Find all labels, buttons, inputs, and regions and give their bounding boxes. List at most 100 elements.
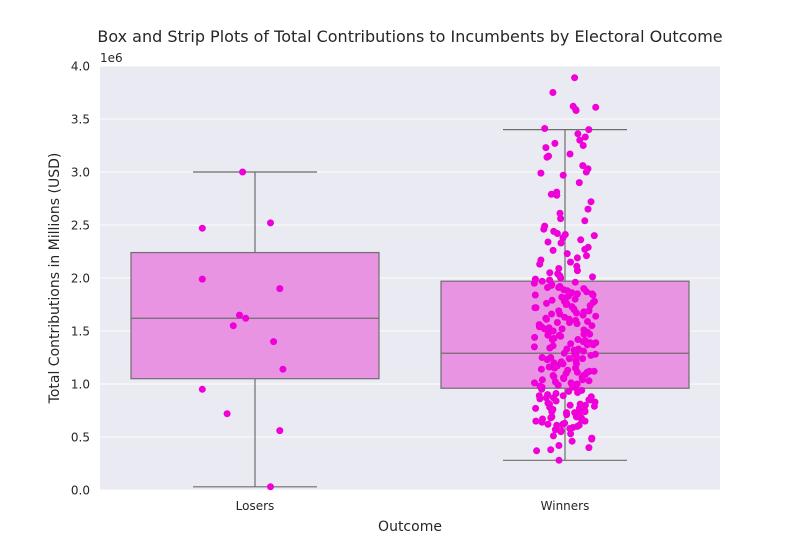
data-point (556, 209, 564, 217)
data-point (198, 275, 206, 283)
data-point (590, 232, 598, 240)
data-point (591, 350, 599, 358)
data-point (546, 344, 554, 352)
strip-points (198, 74, 600, 491)
data-point (571, 295, 579, 303)
data-point (563, 299, 571, 307)
data-point (532, 404, 540, 412)
data-point (544, 420, 552, 428)
data-point (568, 437, 576, 445)
data-point (242, 314, 250, 322)
data-point (592, 103, 600, 111)
data-point (580, 347, 587, 355)
data-point (581, 217, 589, 225)
data-point (236, 311, 243, 319)
data-point (548, 408, 556, 416)
data-point (566, 150, 574, 158)
data-point (565, 387, 573, 395)
data-point (543, 315, 550, 323)
data-point (573, 290, 581, 298)
data-point (581, 133, 589, 141)
data-point (559, 360, 567, 368)
data-point (571, 74, 579, 82)
data-point (576, 400, 584, 408)
data-point (566, 425, 574, 432)
data-point (551, 139, 559, 147)
data-point (581, 408, 589, 416)
data-point (536, 260, 544, 268)
data-point (542, 144, 550, 152)
data-point (239, 168, 247, 176)
data-point (585, 307, 593, 315)
data-point (533, 447, 541, 455)
data-point (557, 274, 565, 282)
data-point (198, 385, 206, 393)
data-point (546, 269, 554, 277)
data-point (549, 246, 557, 254)
data-point (548, 336, 556, 343)
data-point (538, 277, 546, 285)
y-tick-label: 0.0 (71, 484, 90, 498)
data-point (582, 168, 590, 176)
data-point (579, 355, 587, 363)
data-point (553, 230, 561, 237)
data-point (586, 330, 594, 338)
data-point (573, 309, 580, 317)
data-point (584, 205, 592, 213)
data-point (588, 322, 596, 330)
data-point (586, 396, 594, 404)
data-point (566, 319, 573, 326)
data-point (549, 372, 557, 379)
y-tick-label: 3.5 (71, 113, 90, 127)
y-axis-label: Total Contributions in Millions (USD) (47, 153, 63, 405)
data-point (543, 299, 550, 307)
data-point (548, 310, 555, 318)
data-point (557, 239, 565, 247)
data-point (547, 190, 555, 198)
data-point (571, 278, 579, 286)
data-point (581, 401, 589, 409)
data-point (558, 325, 566, 333)
data-point (549, 432, 557, 440)
data-point (573, 380, 581, 388)
data-point (559, 392, 567, 400)
data-point (563, 250, 571, 258)
data-point (544, 284, 551, 291)
data-point (542, 394, 550, 402)
data-point (587, 198, 595, 206)
data-point (575, 421, 583, 429)
data-point (585, 126, 593, 134)
y-tick-label: 2.5 (71, 219, 90, 233)
x-axis-label: Outcome (378, 519, 442, 535)
data-point (544, 238, 552, 246)
data-point (537, 169, 545, 177)
data-point (537, 365, 545, 373)
data-point (577, 236, 585, 244)
data-point (279, 365, 287, 373)
data-point (548, 296, 556, 304)
data-point (229, 322, 237, 330)
data-point (555, 456, 563, 464)
y-tick-label: 2.0 (71, 272, 90, 286)
data-point (571, 409, 579, 417)
y-tick-label: 4.0 (71, 60, 90, 74)
data-point (589, 273, 596, 281)
data-point (548, 413, 556, 421)
data-point (576, 136, 584, 144)
data-point (531, 291, 539, 299)
data-point (555, 265, 563, 272)
y-tick-label: 3.0 (71, 166, 90, 180)
data-point (572, 364, 579, 372)
data-point (267, 483, 274, 491)
data-point (538, 418, 546, 426)
data-point (276, 427, 284, 435)
data-point (557, 428, 565, 436)
data-point (581, 245, 589, 253)
data-point (549, 89, 557, 96)
y-tick-label: 1.5 (71, 325, 90, 339)
data-point (560, 375, 568, 383)
data-point (554, 381, 562, 389)
data-point (573, 320, 581, 328)
